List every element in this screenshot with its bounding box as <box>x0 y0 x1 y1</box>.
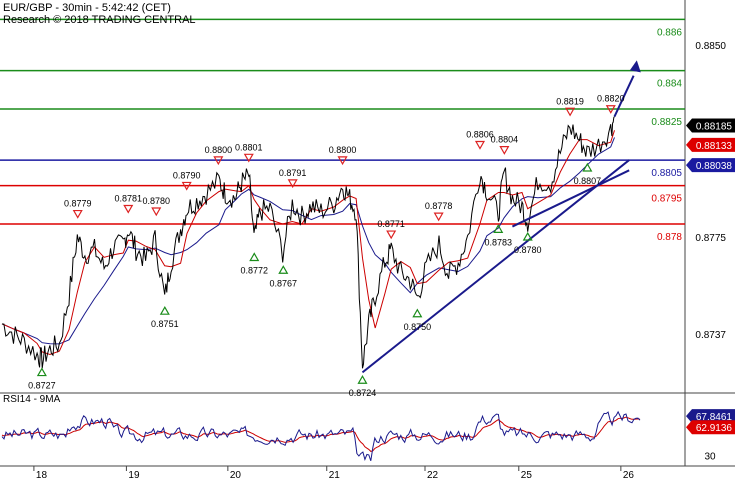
peak-marker <box>565 107 576 117</box>
peak-label: 0.8804 <box>491 135 519 145</box>
peak-marker <box>287 179 298 189</box>
peak-marker <box>337 156 348 166</box>
peak-label: 0.8806 <box>466 130 494 140</box>
trough-marker <box>36 367 47 377</box>
peak-marker <box>499 146 510 155</box>
price-series <box>1 60 641 374</box>
projection-arrow <box>613 75 635 118</box>
trough-label: 0.8780 <box>514 245 542 255</box>
peak-label: 0.8780 <box>143 196 171 206</box>
peak-marker <box>386 230 397 240</box>
trough-marker <box>493 224 504 233</box>
peak-marker <box>123 204 134 214</box>
rsi-value-tag <box>686 409 735 424</box>
rsi-axis-label: 30 <box>704 452 716 463</box>
chart-subtitle: Research © 2018 TRADING CENTRAL <box>3 14 196 26</box>
trough-label: 0.8750 <box>404 322 432 332</box>
support-trendline <box>361 159 630 374</box>
peak-marker <box>243 153 254 163</box>
rsi-label: RSI14 - 9MA <box>3 394 61 405</box>
trough-label: 0.8767 <box>270 278 298 288</box>
peak-label: 0.8800 <box>329 145 357 155</box>
projection-arrowhead <box>629 60 641 73</box>
price-axis: 0.8850 0.8775 0.8737 0.88185 0.88133 0.88038 <box>686 41 735 341</box>
trough-marker <box>357 375 368 384</box>
rsi-line <box>1 410 641 461</box>
trough-marker <box>278 265 289 274</box>
current-price-tag <box>686 158 735 173</box>
rsi-moving-average <box>1 416 641 452</box>
peak-marker <box>181 181 192 191</box>
peak-label: 0.8771 <box>377 219 405 229</box>
trough-marker <box>522 231 533 241</box>
time-axis: 18 19 20 21 22 25 26 <box>33 466 635 480</box>
peak-label: 0.8820 <box>597 94 625 104</box>
trough-marker <box>412 308 423 318</box>
x-tick-label: 25 <box>521 470 533 480</box>
x-tick-label: 20 <box>230 470 242 480</box>
chart-title: EUR/GBP - 30min - 5:42:42 (CET) <box>3 2 171 14</box>
level-label: 0.8805 <box>651 168 682 179</box>
support-trendline-secondary <box>511 169 630 228</box>
rsi-value-label: 67.8461 <box>696 412 733 423</box>
level-label: 0.8795 <box>651 194 682 205</box>
peak-label: 0.8778 <box>425 201 453 211</box>
peak-marker <box>433 212 444 222</box>
peak-marker <box>72 209 83 219</box>
current-price-label: 0.88038 <box>696 161 733 172</box>
level-label: 0.884 <box>657 79 682 90</box>
current-price-label: 0.88133 <box>696 141 733 152</box>
current-price-label: 0.88185 <box>696 122 733 133</box>
peak-label: 0.8779 <box>64 199 92 209</box>
x-tick-label: 18 <box>36 470 48 480</box>
peak-label: 0.8781 <box>114 193 142 203</box>
price-line <box>1 116 615 369</box>
current-price-tag <box>686 137 735 152</box>
peak-label: 0.8791 <box>279 168 307 178</box>
level-label: 0.8825 <box>651 117 682 128</box>
trough-label: 0.8727 <box>28 381 56 391</box>
peak-marker <box>605 105 616 114</box>
trough-label: 0.8807 <box>574 176 602 186</box>
level-label: 0.878 <box>657 232 682 243</box>
x-tick-label: 26 <box>623 470 635 480</box>
peak-label: 0.8790 <box>173 170 201 180</box>
trough-label: 0.8751 <box>151 319 179 329</box>
trough-label: 0.8772 <box>240 265 268 275</box>
trough-marker <box>249 252 260 262</box>
rsi-ma-value-tag <box>686 420 735 435</box>
current-price-tag <box>686 118 735 133</box>
trough-marker <box>582 162 593 172</box>
trough-marker <box>159 305 170 315</box>
level-label: 0.886 <box>657 27 682 38</box>
peak-marker <box>151 207 162 217</box>
y-tick-label: 0.8850 <box>695 41 726 52</box>
peak-label: 0.8819 <box>556 96 584 106</box>
x-tick-label: 19 <box>128 470 140 480</box>
trough-label: 0.8724 <box>349 388 377 398</box>
plot-area <box>0 0 685 393</box>
rsi-ma-value-label: 62.9136 <box>696 423 733 434</box>
y-tick-label: 0.8737 <box>695 330 726 341</box>
x-tick-label: 22 <box>427 470 439 480</box>
level-lines: 0.886 0.884 0.8825 0.8805 0.8795 0.878 <box>0 18 685 243</box>
peak-label: 0.8800 <box>205 145 233 155</box>
y-tick-label: 0.8775 <box>695 233 726 244</box>
peak-label: 0.8801 <box>235 142 263 152</box>
peak-marker <box>474 140 486 150</box>
trough-label: 0.8783 <box>484 237 512 247</box>
x-tick-label: 21 <box>329 470 341 480</box>
peak-marker <box>213 156 224 166</box>
slow-moving-average <box>1 137 615 345</box>
